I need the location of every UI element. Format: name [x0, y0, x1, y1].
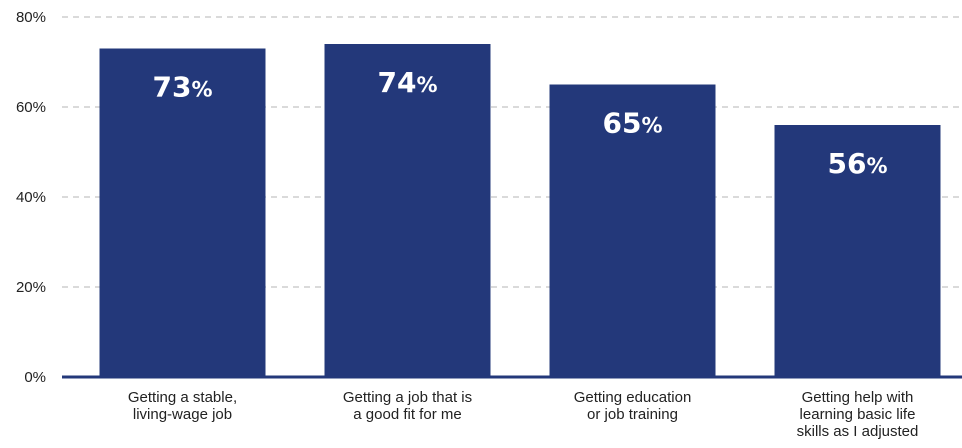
value-labels: 73% 74% 65% 56% — [152, 66, 887, 180]
y-tick-label: 80% — [16, 9, 46, 26]
x-category-label: Getting education or job training — [574, 389, 692, 423]
y-axis-ticks: 0% 20% 40% 60% 80% — [16, 9, 46, 386]
bar-value-label: 65% — [602, 107, 662, 140]
bar-value-label: 74% — [377, 66, 437, 99]
y-tick-label: 20% — [16, 279, 46, 296]
bar — [99, 48, 266, 377]
bar-value-label: 56% — [827, 147, 887, 180]
y-tick-label: 40% — [16, 189, 46, 206]
bar — [774, 125, 941, 377]
bar — [549, 84, 716, 377]
bars — [99, 44, 941, 377]
x-category-label: Getting a job that is a good fit for me — [343, 389, 472, 423]
category-labels: Getting a stable, living-wage job Getting … — [128, 389, 918, 440]
y-tick-label: 0% — [24, 369, 46, 386]
y-tick-label: 60% — [16, 99, 46, 116]
bar-value-label: 73% — [152, 71, 212, 104]
bar — [324, 44, 491, 377]
x-category-label: Getting a stable, living-wage job — [128, 389, 237, 423]
x-category-label: Getting help with learning basic life skil… — [797, 389, 919, 440]
